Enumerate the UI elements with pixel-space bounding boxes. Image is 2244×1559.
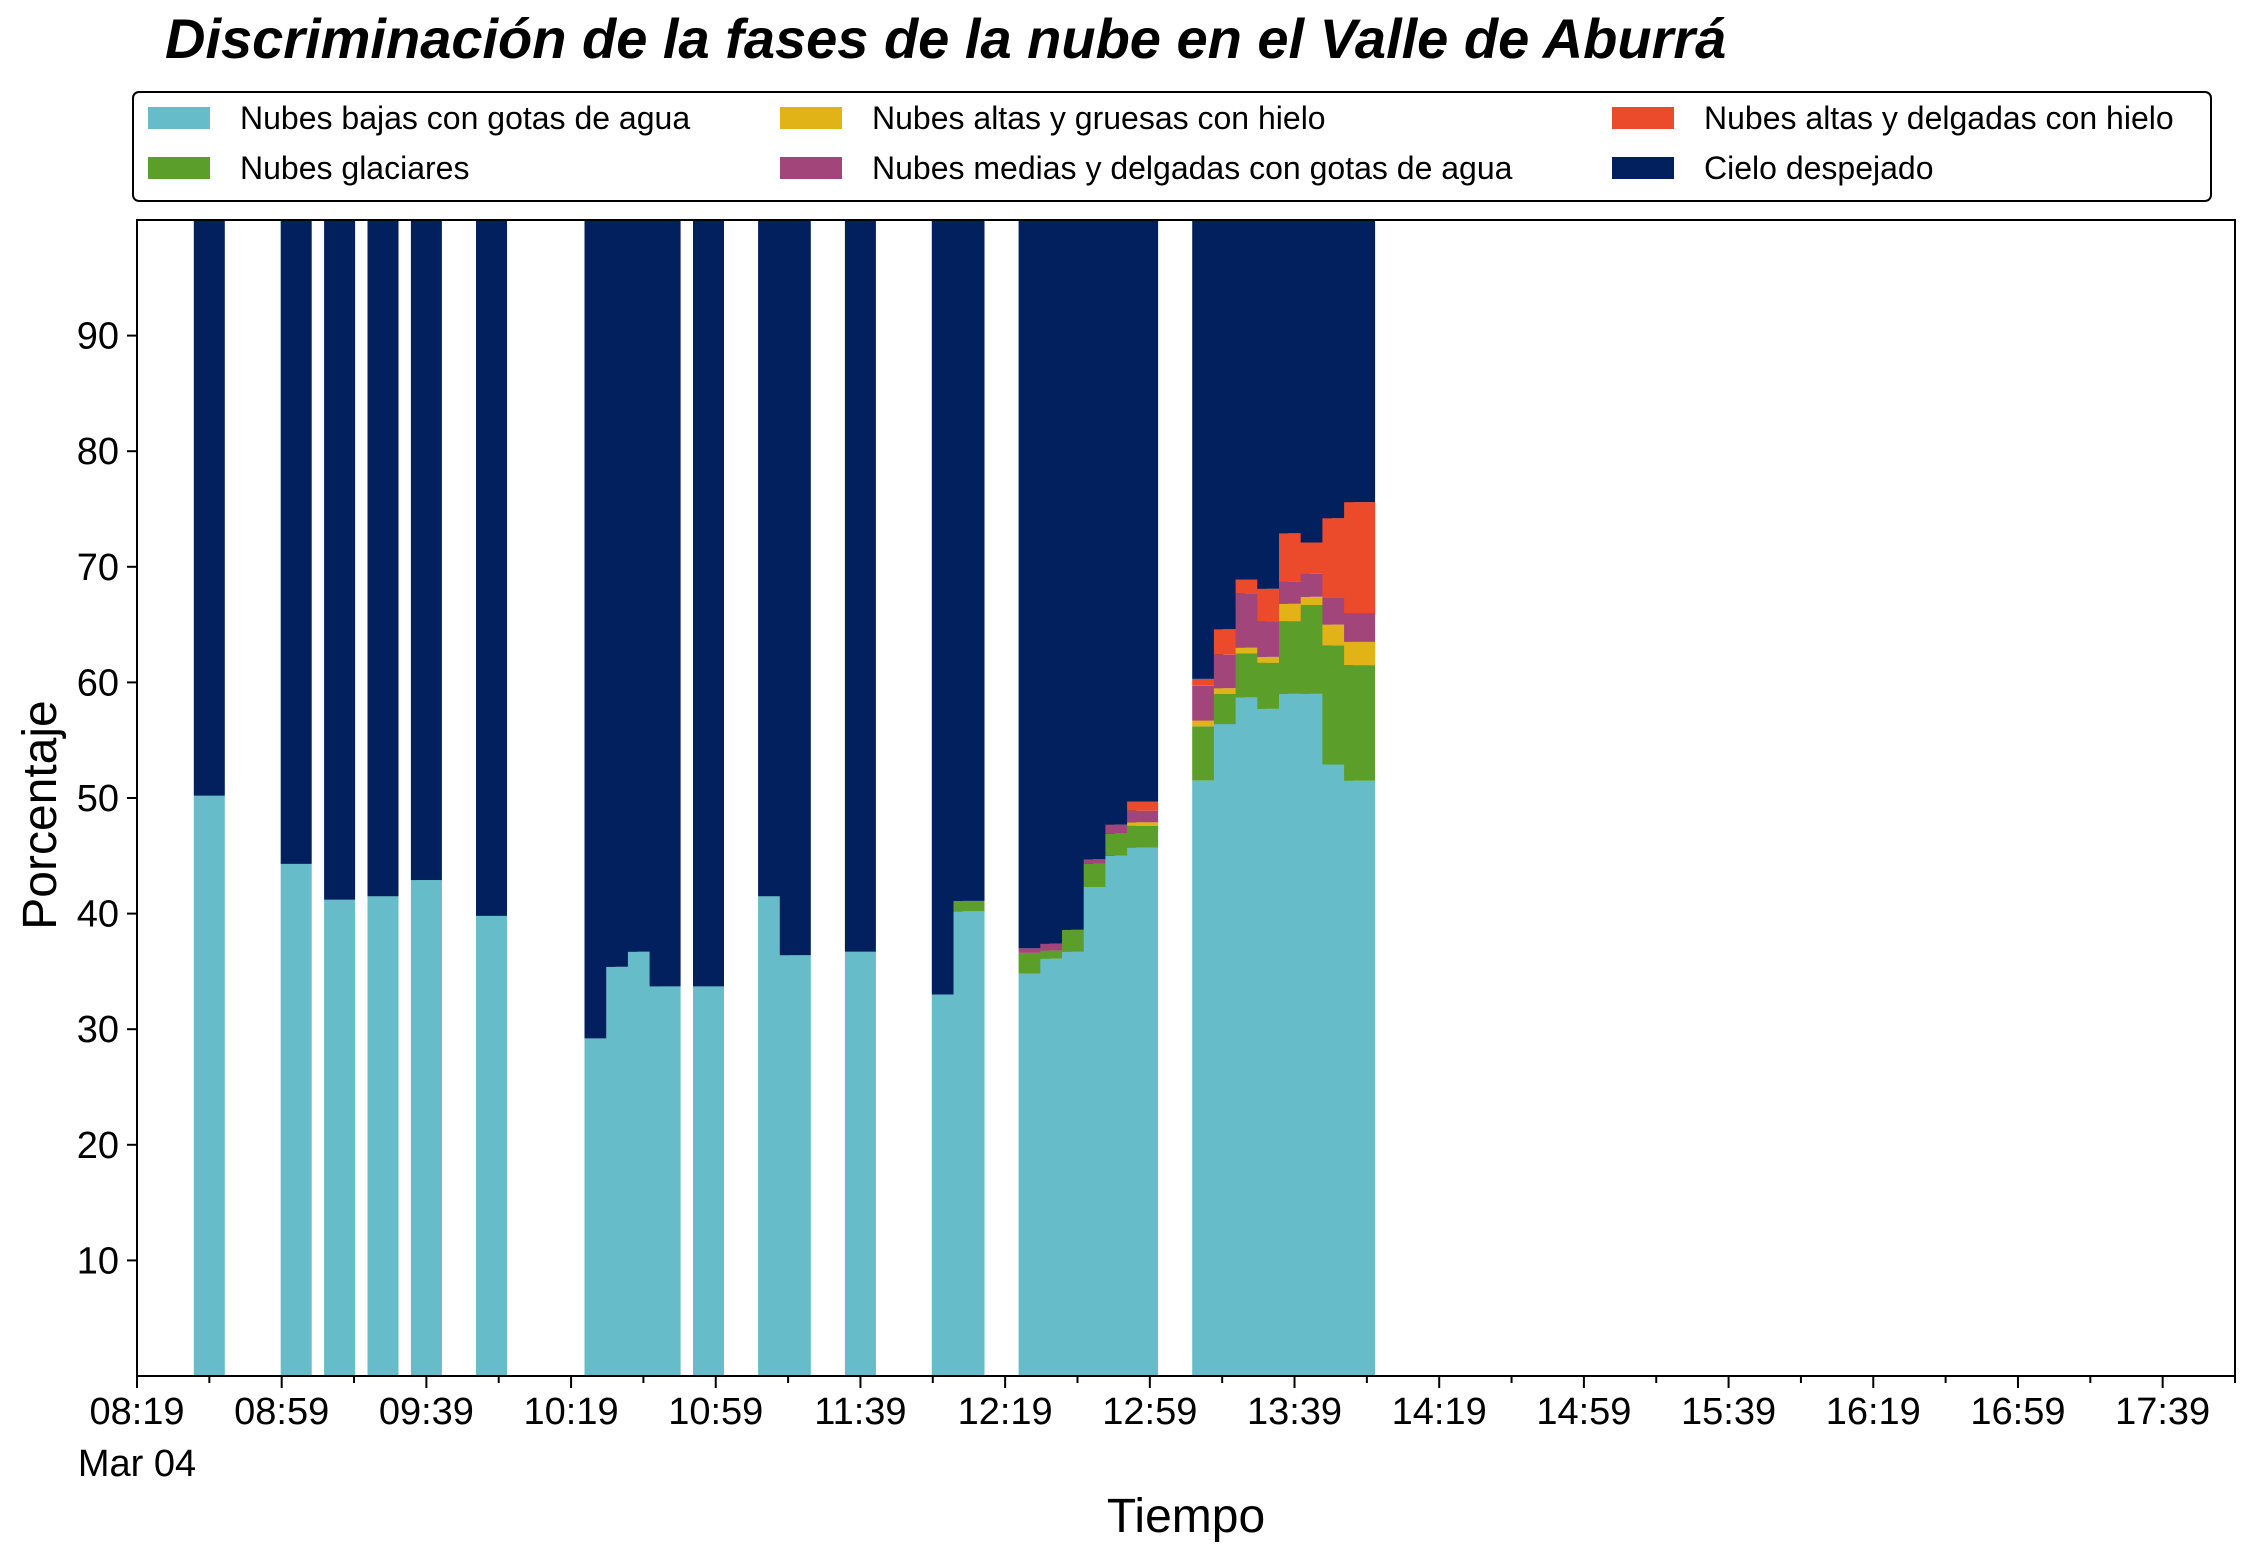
bar-segment-3-1227 <box>1018 948 1050 953</box>
legend-label-1: Nubes glaciares <box>240 150 469 186</box>
bar-segment-0-1257 <box>1127 847 1159 1376</box>
bar-segment-0-0839 <box>193 795 225 1376</box>
y-tick-label-70: 70 <box>77 547 119 589</box>
plot-frame <box>136 219 2236 1377</box>
legend-swatch-5 <box>1612 157 1674 179</box>
bar-segment-0-1121 <box>779 955 811 1376</box>
legend-label-5: Cielo despejado <box>1704 150 1934 186</box>
bar-segment-0-0915 <box>324 899 356 1376</box>
bar-segment-2-1257 <box>1127 822 1159 826</box>
y-tick-label-80: 80 <box>77 431 119 473</box>
bar-segment-5-0927 <box>367 220 399 897</box>
x-tick-label-1659: 16:59 <box>1970 1391 2065 1433</box>
bar-segment-0-1045 <box>649 986 681 1376</box>
x-tick-label-1459: 14:59 <box>1536 1391 1631 1433</box>
legend-label-0: Nubes bajas con gotas de agua <box>240 100 690 136</box>
bar-segment-5-0939 <box>410 220 442 881</box>
bar-segment-5-1057 <box>693 220 724 987</box>
x-tick-label-1259: 12:59 <box>1102 1391 1197 1433</box>
x-tick-label-1619: 16:19 <box>1826 1391 1921 1433</box>
bar-segment-5-1045 <box>649 220 681 987</box>
bar-segment-0-0927 <box>367 896 399 1376</box>
legend-swatch-4 <box>1612 107 1674 129</box>
y-tick-label-20: 20 <box>77 1125 119 1167</box>
bar-segment-1-1209 <box>953 900 985 912</box>
bars <box>193 220 1376 1376</box>
bar-segment-5-0915 <box>324 220 356 900</box>
bar-segment-0-1357 <box>1344 780 1376 1376</box>
bar-segment-5-0839 <box>193 220 225 796</box>
x-tick-label-1059: 10:59 <box>668 1391 763 1433</box>
bar-segment-5-1209 <box>953 220 985 901</box>
y-tick-label-30: 30 <box>77 1009 119 1051</box>
legend-label-3: Nubes medias y delgadas con gotas de agu… <box>872 150 1513 186</box>
x-tick-label-0939: 09:39 <box>379 1391 474 1433</box>
x-tick-label-0859: 08:59 <box>234 1391 329 1433</box>
bar-segment-3-1245 <box>1083 859 1115 864</box>
legend-swatch-1 <box>148 157 210 179</box>
bar-segment-5-1357 <box>1344 220 1376 503</box>
bar-segment-0-1209 <box>953 911 985 1376</box>
y-tick-label-50: 50 <box>77 778 119 820</box>
legend-label-2: Nubes altas y gruesas con hielo <box>872 100 1326 136</box>
legend-swatch-2 <box>780 107 842 129</box>
bar-segment-1-1257 <box>1127 825 1159 848</box>
bar-segment-5-0903 <box>280 220 312 864</box>
y-axis-label: Porcentaje <box>14 700 67 929</box>
bar-segment-3-1251 <box>1105 824 1137 834</box>
bar-segment-2-1357 <box>1344 641 1376 665</box>
x-tick-label-1539: 15:39 <box>1681 1391 1776 1433</box>
bar-segment-4-1257 <box>1127 801 1159 811</box>
bar-segment-1-1357 <box>1344 665 1376 781</box>
bar-segment-2-1315 <box>1192 720 1224 727</box>
bar-segment-5-1139 <box>844 220 876 952</box>
x-tick-label-1339: 13:39 <box>1247 1391 1342 1433</box>
x-tick-label-1019: 10:19 <box>524 1391 619 1433</box>
bar-segment-0-0957 <box>476 915 507 1376</box>
y-tick-label-60: 60 <box>77 662 119 704</box>
legend-swatch-3 <box>780 157 842 179</box>
bar-segment-3-1357 <box>1344 613 1376 642</box>
y-tick-label-10: 10 <box>77 1240 119 1282</box>
legend-frame <box>132 91 2212 202</box>
y-tick-label-90: 90 <box>77 316 119 358</box>
chart-title: Discriminación de la fases de la nube en… <box>165 7 1726 70</box>
bar-segment-0-0939 <box>410 880 442 1376</box>
x-tick-label-1219: 12:19 <box>958 1391 1053 1433</box>
bar-segment-0-0903 <box>280 863 312 1376</box>
x-axis-label: Tiempo <box>1107 1490 1265 1543</box>
bar-segment-2-1333 <box>1257 657 1289 663</box>
bar-segment-5-1121 <box>779 220 811 956</box>
bar-segment-2-1345 <box>1300 596 1332 605</box>
x-tick-label-0819: 08:19 <box>89 1391 184 1433</box>
legend: Nubes bajas con gotas de agua Nubes glaci… <box>132 91 2212 202</box>
bar-segment-1-1233 <box>1040 950 1072 959</box>
y-tick-label-40: 40 <box>77 894 119 936</box>
x-tick-label-1739: 17:39 <box>2115 1391 2210 1433</box>
x-date-label: Mar 04 <box>78 1443 196 1485</box>
bar-segment-3-1233 <box>1040 943 1072 951</box>
bar-segment-0-1057 <box>693 986 724 1376</box>
bar-segment-2-1321 <box>1213 688 1245 694</box>
bar-segment-3-1257 <box>1127 810 1159 823</box>
x-axis: 08:19 08:59 09:39 10:19 10:59 11:39 12:19 12:59… <box>78 1376 2236 1485</box>
x-tick-label-1419: 14:19 <box>1392 1391 1487 1433</box>
bar-segment-0-1139 <box>844 951 876 1376</box>
x-tick-label-1139: 11:39 <box>814 1391 906 1433</box>
bar-segment-2-1327 <box>1235 647 1267 654</box>
bar-segment-4-1315 <box>1192 678 1224 686</box>
bar-segment-4-1357 <box>1344 502 1376 614</box>
bar-segment-5-0957 <box>476 220 507 916</box>
y-axis: 10 20 30 40 50 60 70 80 90 <box>77 316 137 1282</box>
legend-swatch-0 <box>148 107 210 129</box>
legend-label-4: Nubes altas y delgadas con hielo <box>1704 100 2174 136</box>
bar-segment-5-1257 <box>1127 220 1159 802</box>
